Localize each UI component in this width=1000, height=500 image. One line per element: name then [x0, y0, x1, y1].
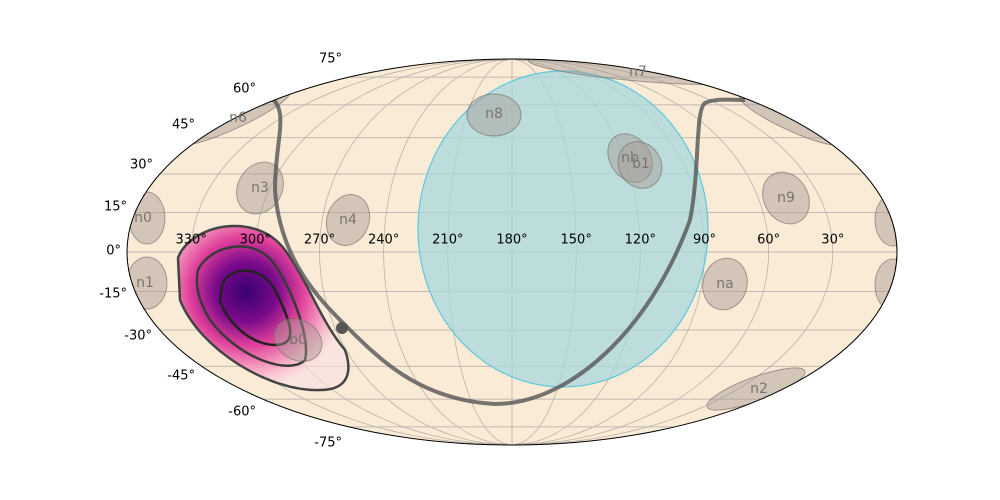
detector-labels: n0 n1 n3 n4 n6 n7 n8 nb b1 n9 na n2 b0	[134, 64, 795, 397]
detector-shape	[236, 161, 284, 215]
latitude-label: -60°	[228, 405, 256, 420]
longitude-label: 240°	[368, 233, 399, 248]
longitude-label: 30°	[821, 233, 844, 248]
detector-label: n6	[229, 110, 247, 126]
detector-shape	[325, 194, 371, 246]
map-border	[126, 58, 898, 446]
detector-shape	[702, 257, 748, 311]
longitude-label: 210°	[432, 233, 463, 248]
meridian	[383, 59, 513, 445]
longitude-label: 180°	[496, 233, 527, 248]
detector-shape	[273, 318, 323, 362]
longitude-label: 90°	[693, 233, 716, 248]
longitude-label: 330°	[176, 233, 207, 248]
detector-label: n9	[777, 190, 795, 206]
latitude-label: 75°	[319, 52, 342, 67]
detector-shape	[874, 258, 897, 312]
earth-center	[336, 322, 348, 334]
longitude-label: 150°	[561, 233, 592, 248]
localization-region	[417, 70, 709, 388]
detector-label: b0	[289, 332, 307, 348]
latitude-label: -45°	[167, 369, 195, 384]
longitude-label: 300°	[240, 233, 271, 248]
detector-shape	[874, 193, 897, 247]
detector-label: na	[716, 276, 733, 292]
detector-label: n3	[251, 180, 269, 196]
latitude-label: 15°	[104, 200, 127, 215]
latitude-label: -30°	[124, 329, 152, 344]
longitude-label: 120°	[625, 233, 656, 248]
latitude-label: 30°	[130, 158, 153, 173]
detector-label: n7	[629, 64, 647, 80]
layers	[127, 59, 897, 411]
meridian	[319, 59, 513, 445]
latitude-label: 45°	[172, 118, 195, 133]
contour-mid	[195, 245, 308, 367]
earth-horizon	[268, 95, 746, 407]
longitude-labels: 330° 300° 270° 240° 210° 180° 150° 120° 90° 60° 30…	[176, 233, 845, 248]
detector-shape	[466, 93, 522, 137]
latitude-label: 60°	[233, 82, 256, 97]
longitude-label: 60°	[757, 233, 780, 248]
detector-label: b1	[632, 156, 650, 172]
meridian	[511, 59, 834, 445]
detector-label: n2	[750, 381, 768, 397]
latitude-label: -15°	[99, 287, 127, 302]
detector-shape	[617, 141, 663, 189]
detector-shape	[762, 171, 810, 225]
latitude-labels: 75° 60° 45° 30° 15° 0° -15° -30° -45° -6…	[99, 52, 342, 451]
contour-inner	[218, 269, 292, 347]
detector-label: nb	[621, 150, 639, 166]
latitude-label: -75°	[314, 436, 342, 451]
meridian	[511, 59, 770, 445]
detector-label: n8	[485, 106, 503, 122]
longitude-label: 270°	[304, 233, 335, 248]
detector-label: n1	[136, 275, 154, 291]
detector-label: n0	[134, 210, 152, 226]
latitude-label: 0°	[106, 244, 121, 259]
detector-label: n4	[339, 212, 357, 228]
